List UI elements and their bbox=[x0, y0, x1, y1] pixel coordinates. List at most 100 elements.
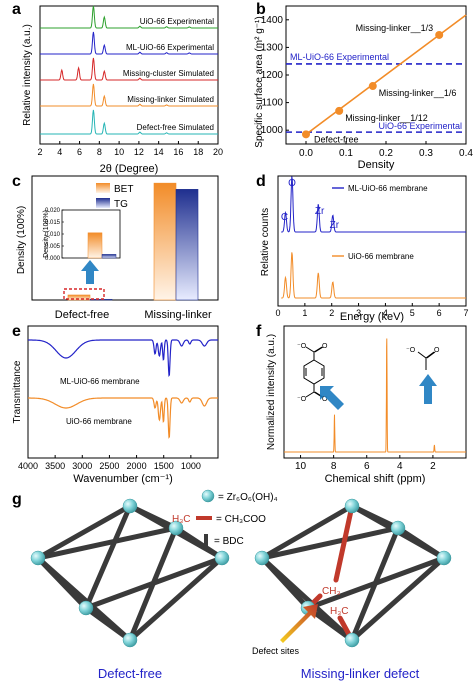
panel-a-xtick-label-1: 4 bbox=[57, 147, 62, 157]
panel-d-xtick-label-7: 7 bbox=[463, 308, 468, 318]
panel-e-xtick-label-0: 4000 bbox=[18, 461, 38, 471]
panel-a-series-label-4: Defect-free Simulated bbox=[137, 123, 214, 132]
panel-f-axes-frame bbox=[283, 325, 467, 459]
panel-b-ytick-label-2: 1200 bbox=[261, 70, 284, 81]
panel-d-legend-label-1: UiO-66 membrane bbox=[348, 252, 414, 261]
panel-d-peak-label-2: Zr bbox=[315, 206, 325, 217]
panel-c-bar-bet-0 bbox=[67, 294, 91, 301]
panel-e-letter: e bbox=[12, 323, 21, 340]
defect-free-nodes bbox=[30, 498, 230, 648]
panel-a-traces bbox=[40, 5, 218, 135]
panel-a-xtick-label-5: 12 bbox=[134, 147, 144, 157]
panel-f-acetate-structure-icon bbox=[417, 351, 436, 370]
panel-f-bdc-o-top-right: O bbox=[322, 343, 328, 350]
panel-a-trace-4 bbox=[40, 109, 218, 135]
panel-b-content: ML-UiO-66 Experimental UiO-66 Experimenta… bbox=[261, 14, 473, 159]
panel-g-letter: g bbox=[12, 491, 22, 508]
panel-d-peak-label-0: C bbox=[281, 212, 288, 223]
caption-defect-free: Defect-free bbox=[98, 666, 162, 681]
panel-f-xtick-label-2: 6 bbox=[364, 461, 370, 472]
panel-c-bar-tg-1 bbox=[175, 189, 199, 301]
panel-d-trace-0 bbox=[281, 176, 466, 233]
panel-b-ytick-label-1: 1100 bbox=[261, 98, 283, 109]
panel-c-legend-bet-swatch bbox=[96, 183, 110, 193]
panel-d-xtick-label-6: 6 bbox=[437, 308, 442, 318]
panel-a-series-label-3: Missing-linker Simulated bbox=[127, 95, 214, 104]
panel-c-letter: c bbox=[12, 173, 21, 190]
panel-a-xtick-label-2: 6 bbox=[77, 147, 82, 157]
panel-f-content: 10 8 6 4 2 bbox=[284, 338, 466, 472]
panel-g-schematic: g bbox=[12, 489, 452, 681]
panel-c-highlight-box bbox=[63, 288, 105, 300]
panel-a-letter: a bbox=[12, 1, 21, 18]
panel-d-xtick-label-3: 3 bbox=[356, 308, 361, 318]
panel-c-axes-frame bbox=[31, 175, 219, 301]
panel-c-legend-tg-swatch bbox=[96, 198, 110, 208]
panel-a-axes-frame bbox=[39, 5, 219, 145]
panel-c-density-bar-chart: c Density (100%) BET TG 0.0000.0050.0100… bbox=[12, 173, 219, 321]
panel-f-letter: f bbox=[256, 323, 262, 340]
panel-c-inset-ytick-label-3: 0.015 bbox=[45, 220, 61, 226]
panel-e-xtick-label-1: 3500 bbox=[45, 461, 65, 471]
panel-f-arrow-left-icon bbox=[320, 386, 344, 410]
panel-c-bars bbox=[67, 182, 199, 301]
panel-b-surface-area-chart: b ML-UiO-66 Experimental UiO-66 Experimen… bbox=[254, 1, 473, 171]
panel-e-ftir-chart: e ML-UiO-66 membrane UiO-66 membrane 4000 3… bbox=[12, 323, 219, 485]
panel-b-xtick-label-3: 0.3 bbox=[419, 148, 433, 159]
legend-node-label: = Zr₆O₆(OH)₄ bbox=[218, 492, 278, 503]
panel-a-xtick-label-0: 2 bbox=[37, 147, 42, 157]
panel-f-acetate-o-minus: ⁻O bbox=[406, 347, 416, 354]
panel-b-ytick-label-3: 1300 bbox=[261, 42, 284, 53]
panel-f-ylabel: Normalized intensity (a.u.) bbox=[266, 334, 277, 450]
panel-d-xlabel: Energy (keV) bbox=[340, 311, 404, 323]
panel-b-xtick-label-2: 0.2 bbox=[379, 148, 393, 159]
panel-a-xlabel: 2θ (Degree) bbox=[100, 163, 159, 175]
panel-f-arrow-right-icon bbox=[419, 374, 437, 404]
panel-d-legend-label-0: ML-UiO-66 membrane bbox=[348, 184, 428, 193]
panel-f-bdc-o-bot-right: O bbox=[322, 396, 328, 403]
panel-b-hline-label-1: UiO-66 Experimental bbox=[378, 121, 462, 131]
panel-d-peak-label-3: Zr bbox=[330, 220, 340, 231]
panel-b-ytick-label-4: 1400 bbox=[261, 15, 284, 26]
legend-defect-rod-icon bbox=[196, 516, 212, 520]
panel-c-category-missing-linker: Missing-linker bbox=[144, 309, 212, 321]
panel-b-hline-label-0: ML-UiO-66 Experimental bbox=[290, 52, 389, 62]
panel-e-series-label-1: UiO-66 membrane bbox=[66, 417, 132, 426]
panel-e-ylabel: Transmittance bbox=[12, 360, 23, 423]
panel-f-trace bbox=[284, 338, 466, 453]
panel-c-inset-content: 0.000 0.005 0.010 0.015 0.020 bbox=[45, 208, 117, 262]
panel-e-content: ML-UiO-66 membrane UiO-66 membrane 4000 350… bbox=[18, 339, 218, 471]
panel-d-xtick-label-5: 5 bbox=[410, 308, 415, 318]
panel-a-xtick-label-7: 16 bbox=[173, 147, 183, 157]
panel-b-xtick-label-0: 0.0 bbox=[299, 148, 313, 159]
panel-d-xtick-label-0: 0 bbox=[275, 308, 280, 318]
panel-d-xtick-label-4: 4 bbox=[383, 308, 388, 318]
panel-b-xtick-label-4: 0.4 bbox=[459, 148, 473, 159]
panel-f-acetate-o: O bbox=[434, 347, 440, 354]
panel-d-xtick-label-1: 1 bbox=[302, 308, 307, 318]
panel-c-zoom-arrow-icon bbox=[81, 260, 99, 284]
panel-e-trace-1 bbox=[28, 397, 218, 439]
panel-a-series-labels: UiO-66 Experimental ML-UiO-66 Experimenta… bbox=[123, 17, 214, 132]
panel-a-series-label-1: ML-UiO-66 Experimental bbox=[126, 43, 214, 52]
legend-node-icon bbox=[201, 489, 215, 503]
legend-linker-label: = BDC bbox=[214, 536, 244, 547]
panel-f-xtick-label-0: 10 bbox=[295, 461, 307, 472]
panel-b-letter: b bbox=[256, 1, 266, 18]
panel-c-inset-ytick-label-4: 0.020 bbox=[45, 208, 61, 214]
panel-e-xtick-label-6: 1000 bbox=[181, 461, 201, 471]
panel-b-xtick-label-1: 0.1 bbox=[339, 148, 353, 159]
panel-a-xtick-label-4: 10 bbox=[114, 147, 124, 157]
panel-d-letter: d bbox=[256, 173, 266, 190]
panel-b-point-1 bbox=[335, 106, 344, 115]
panel-f-xtick-label-3: 4 bbox=[397, 461, 403, 472]
panel-a-x-ticks: 2 4 6 8 10 12 14 16 18 20 bbox=[37, 141, 223, 157]
panel-c-legend-tg-label: TG bbox=[114, 199, 128, 210]
defect-free-octahedron bbox=[35, 503, 225, 643]
h3c-label: H₃C bbox=[330, 606, 349, 617]
panel-e-xtick-label-3: 2500 bbox=[99, 461, 119, 471]
panel-d-ylabel: Relative counts bbox=[260, 208, 271, 276]
panel-a-ylabel: Relative intensity (a.u.) bbox=[22, 24, 33, 126]
panel-d-content: ML-UiO-66 membrane UiO-66 membrane C O Zr Zr 0… bbox=[275, 176, 469, 318]
